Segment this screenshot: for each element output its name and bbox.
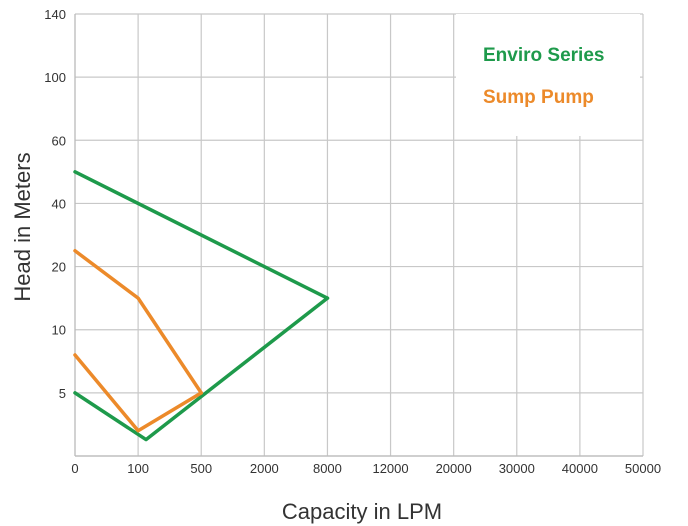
series-line-enviro-series	[73, 170, 330, 300]
y-tick-label: 100	[44, 70, 66, 85]
y-tick-label: 40	[52, 196, 66, 211]
y-tick-label: 140	[44, 7, 66, 22]
x-tick-label: 2000	[250, 461, 279, 476]
x-tick-label: 50000	[625, 461, 661, 476]
grid	[74, 13, 644, 457]
y-tick-label: 10	[52, 323, 66, 338]
tick-labels: 0 100 500 2000 8000 12000 20000 30000 40000 50000…	[44, 7, 661, 476]
series-line-enviro-series	[73, 296, 330, 442]
series-lines	[73, 170, 330, 442]
x-tick-label: 8000	[313, 461, 342, 476]
y-axis-title: Head in Meters	[10, 152, 35, 301]
x-tick-label: 100	[127, 461, 149, 476]
legend-label-sump-pump: Sump Pump	[483, 87, 594, 108]
x-tick-label: 500	[190, 461, 212, 476]
legend-box	[456, 14, 640, 136]
y-tick-label: 60	[52, 133, 66, 148]
y-tick-label: 5	[59, 386, 66, 401]
legend-label-enviro-series: Enviro Series	[483, 45, 604, 66]
x-tick-label: 20000	[436, 461, 472, 476]
x-tick-label: 30000	[499, 461, 535, 476]
series-line-sump-pump	[73, 353, 203, 433]
legend: Enviro Series Sump Pump	[456, 14, 640, 136]
x-axis-title: Capacity in LPM	[282, 499, 442, 524]
y-tick-label: 20	[52, 260, 66, 275]
x-tick-label: 12000	[372, 461, 408, 476]
x-tick-label: 0	[71, 461, 78, 476]
x-tick-label: 40000	[562, 461, 598, 476]
series-line-sump-pump	[73, 249, 203, 395]
